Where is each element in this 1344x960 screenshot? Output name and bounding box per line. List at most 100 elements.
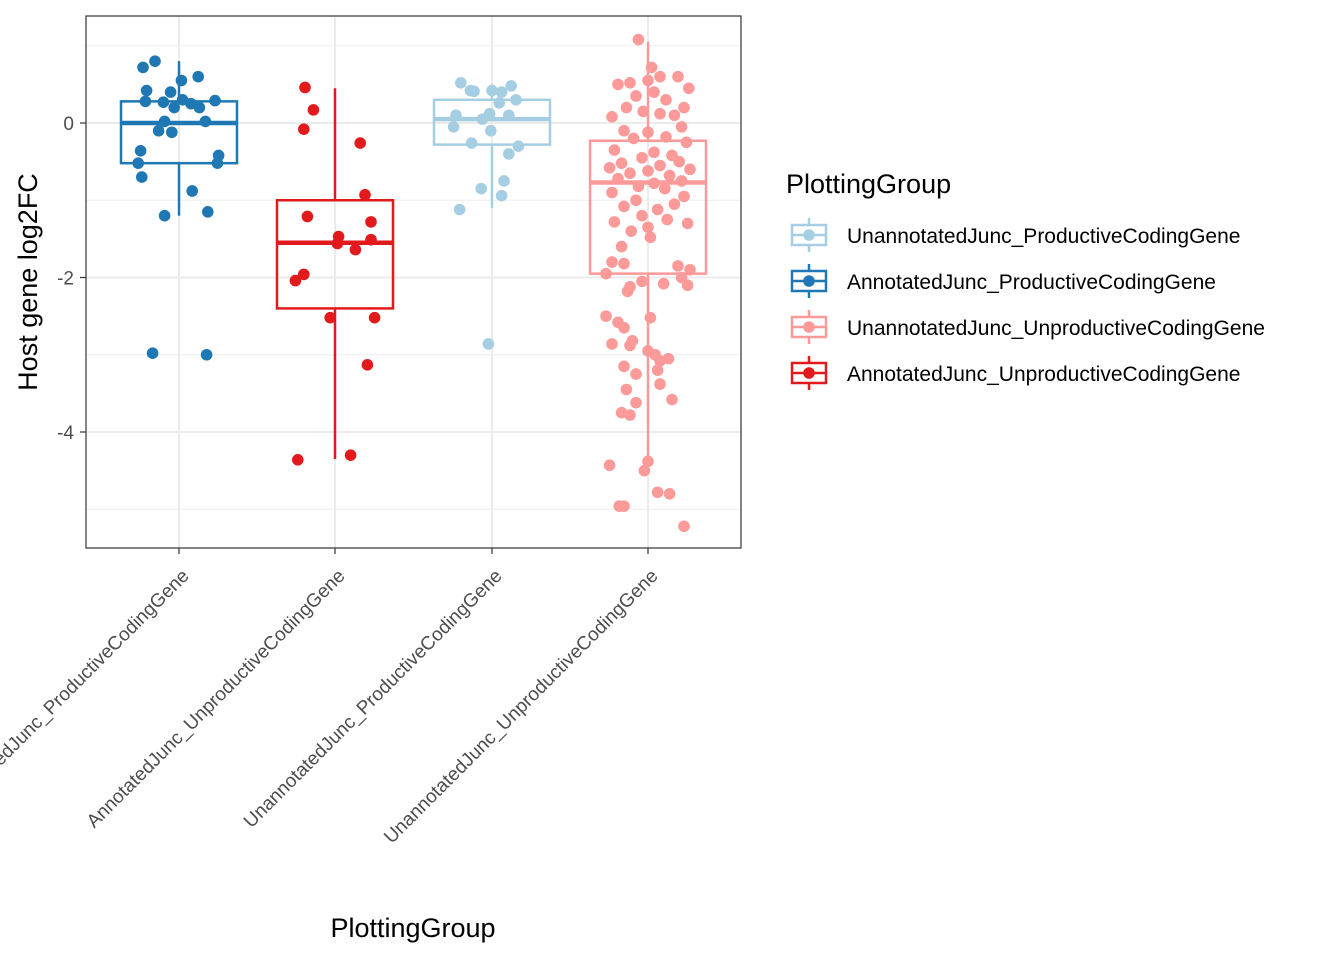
legend-key-point [803, 275, 815, 287]
data-point [668, 109, 681, 122]
data-point [624, 77, 636, 89]
data-point [666, 393, 678, 406]
data-point [298, 123, 310, 135]
data-point [505, 80, 517, 92]
legend-entry: UnannotatedJunc_ProductiveCodingGene [790, 218, 1240, 252]
box [275, 199, 395, 310]
data-point [475, 182, 488, 195]
data-point [512, 140, 525, 152]
data-point [608, 144, 621, 156]
y-axis: 0 -2 -4 [57, 114, 86, 444]
data-point [673, 155, 685, 168]
data-point [642, 126, 654, 139]
y-tick-label: 0 [63, 114, 74, 135]
data-point [301, 210, 314, 223]
data-point [175, 74, 188, 87]
data-point [651, 364, 664, 377]
data-point [164, 86, 177, 98]
data-point [158, 115, 171, 128]
data-point [158, 209, 171, 222]
data-point [627, 132, 640, 145]
data-point [209, 94, 221, 107]
data-point [648, 146, 660, 159]
data-point [603, 162, 616, 174]
data-point [192, 70, 204, 83]
data-point [672, 260, 684, 272]
data-point [137, 61, 149, 74]
data-point [637, 105, 649, 118]
data-point [495, 189, 508, 202]
data-point [612, 172, 624, 185]
data-point [632, 33, 645, 46]
data-point [361, 358, 374, 371]
x-tick-label: AnnotatedJunc_ProductiveCodingGene [0, 566, 194, 817]
data-point [672, 70, 684, 83]
data-point [621, 285, 634, 298]
data-point [136, 171, 148, 183]
data-point [359, 189, 371, 201]
x-tick-label: UnannotatedJunc_UnproductiveCodingGene [380, 566, 662, 848]
data-point [648, 177, 660, 190]
data-point [618, 500, 630, 512]
data-point [660, 131, 672, 143]
data-point [644, 231, 657, 244]
data-point [455, 77, 467, 89]
data-point [211, 157, 224, 169]
data-points [132, 33, 696, 533]
data-point [307, 104, 320, 116]
data-point [482, 338, 495, 350]
data-point [608, 216, 621, 228]
data-point [615, 240, 628, 253]
data-point [675, 175, 688, 187]
legend-title: PlottingGroup [786, 169, 951, 199]
legend-entry: AnnotatedJunc_ProductiveCodingGene [790, 264, 1216, 298]
data-point [298, 268, 310, 281]
data-point [193, 101, 206, 114]
y-axis-title: Host gene log2FC [13, 173, 43, 391]
data-point [678, 190, 690, 203]
data-point [349, 243, 362, 256]
data-point [486, 84, 498, 97]
data-point [606, 186, 618, 199]
data-point [299, 81, 311, 94]
data-point [365, 216, 377, 228]
data-point [680, 136, 693, 149]
data-point [199, 115, 212, 128]
data-point [654, 355, 666, 367]
data-point [663, 169, 676, 182]
data-point [636, 275, 648, 288]
data-point [651, 486, 664, 499]
legend-key-point [803, 229, 815, 241]
data-point [681, 217, 694, 230]
data-point [493, 97, 506, 109]
data-point [681, 279, 694, 292]
legend-entry: AnnotatedJunc_UnproductiveCodingGene [790, 356, 1240, 390]
data-point [624, 339, 636, 352]
data-point [654, 70, 666, 83]
data-point [331, 237, 344, 250]
data-point [668, 198, 681, 210]
data-point [365, 233, 377, 246]
data-point [644, 311, 657, 324]
data-point [618, 124, 630, 137]
data-point [659, 182, 671, 195]
data-point [600, 267, 612, 280]
data-point [146, 347, 159, 360]
data-point [620, 101, 633, 114]
data-point [498, 175, 510, 187]
legend-label: AnnotatedJunc_UnproductiveCodingGene [847, 363, 1240, 386]
data-point [354, 137, 367, 149]
data-point [447, 121, 460, 133]
data-point [630, 396, 642, 409]
data-point [152, 124, 165, 137]
data-point [648, 86, 660, 98]
data-point [166, 126, 178, 139]
data-point [660, 94, 672, 106]
data-point [624, 167, 636, 180]
data-point [638, 464, 651, 477]
data-point [642, 455, 654, 468]
data-point [642, 221, 654, 234]
data-point [134, 145, 147, 157]
data-point [168, 101, 180, 114]
